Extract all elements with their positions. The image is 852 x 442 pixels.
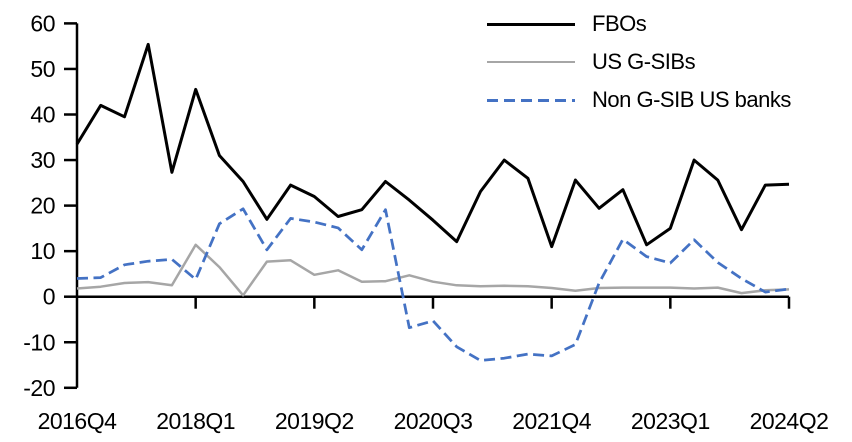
legend-item-non-g-sib-us-banks: Non G-SIB US banks: [487, 81, 791, 119]
series-line-fbos: [75, 42, 790, 249]
x-tick-label: 2018Q1: [156, 408, 235, 434]
non-g-sib-us-banks-line-swatch: [487, 98, 575, 102]
legend-label-non-g-sib-us-banks: Non G-SIB US banks: [592, 87, 791, 112]
y-tick-label: 40: [30, 102, 55, 128]
x-tick-label: 2020Q3: [394, 408, 473, 434]
y-tick-label: -10: [23, 329, 55, 355]
y-tick-label: 30: [30, 147, 55, 173]
legend-label-us-g-sibs: US G-SIBs: [592, 49, 696, 74]
fbos-line-swatch: [487, 22, 575, 26]
y-tick-label: 50: [30, 56, 55, 82]
x-tick-label: 2024Q2: [750, 408, 829, 434]
y-tick-label: 10: [30, 238, 55, 264]
legend-item-fbos: FBOs: [487, 5, 791, 43]
x-tick-label: 2019Q2: [275, 408, 354, 434]
y-tick-label: 0: [43, 284, 55, 310]
y-tick-label: 60: [30, 10, 55, 36]
legend-item-us-g-sibs: US G-SIBs: [487, 43, 791, 81]
y-tick-label: -20: [23, 375, 55, 401]
x-tick-label: 2021Q4: [512, 408, 592, 434]
x-tick-label: 2016Q4: [38, 408, 118, 434]
legend-label-fbos: FBOs: [592, 11, 647, 36]
legend: FBOs US G-SIBs Non G-SIB US banks: [487, 5, 791, 119]
us-g-sibs-line-swatch: [487, 61, 575, 63]
y-tick-label: 20: [30, 193, 55, 219]
series-line-us-g-sibs: [76, 243, 790, 297]
series-line-non-g-sib-us-banks: [76, 207, 790, 362]
x-tick-label: 2023Q1: [631, 408, 710, 434]
